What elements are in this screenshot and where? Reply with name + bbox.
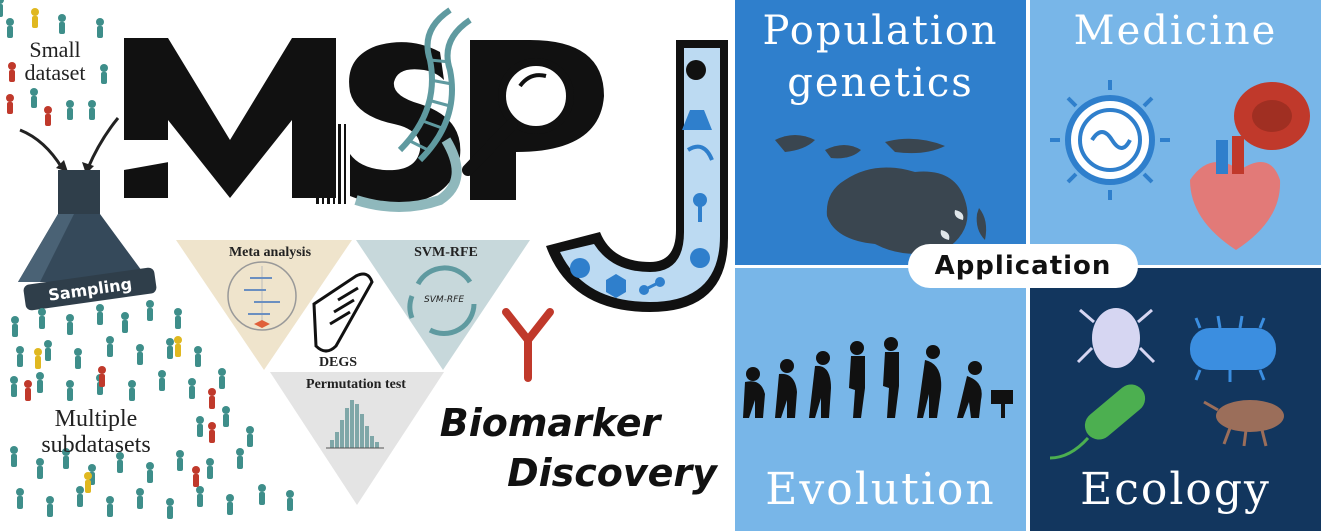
scroll-icon — [312, 272, 374, 353]
highlighted-people-icon — [24, 336, 216, 493]
svm-rfe-label: SVM-RFE — [414, 245, 478, 260]
bacterium-blue-icon — [1190, 328, 1276, 370]
multiple-subdatasets-people-icon — [0, 0, 294, 519]
application-badge: Application — [908, 244, 1138, 288]
meta-analysis-triangle — [176, 240, 352, 370]
mite-icon — [1076, 308, 1156, 368]
histogram-icon — [326, 400, 384, 449]
multiple-subdatasets-label-2: subdatasets — [41, 432, 150, 458]
medicine-panel: Medicine — [1030, 0, 1321, 265]
evolution-panel: Evolution — [735, 268, 1026, 531]
degs-label: DEGS — [319, 355, 357, 370]
small-dataset-label-2: dataset — [24, 60, 85, 85]
arrow-left-icon — [19, 128, 64, 169]
svm-rfe-small-label: SVM-RFE — [424, 295, 464, 305]
arrow-right-icon — [86, 117, 120, 169]
cycle-arrows-icon — [407, 265, 477, 336]
workflow-illustration: Small dataset Sampling Multiple subdatas… — [0, 0, 728, 519]
bacterium-green-icon — [1049, 384, 1146, 460]
small-dataset-label-1: Small — [29, 37, 80, 62]
evolution-silhouettes-icon — [743, 337, 1013, 418]
evolution-title: Evolution — [765, 464, 996, 515]
funnel-icon — [18, 170, 157, 311]
multiple-subdatasets-label-1: Multiple — [55, 406, 138, 432]
antibody-icon — [502, 308, 554, 382]
ecology-panel: Ecology — [1030, 268, 1321, 531]
forest-plot-icon — [227, 261, 297, 331]
mspj-logo-icon — [124, 7, 728, 312]
heart-icon — [1190, 136, 1281, 250]
ecology-title: Ecology — [1080, 464, 1271, 515]
australia-map-icon — [775, 135, 987, 254]
ecology-microbes-icon — [1049, 308, 1284, 460]
springtail-icon — [1203, 400, 1284, 447]
virus-icon — [1050, 80, 1170, 200]
population-genetics-title-1: Population — [762, 8, 999, 54]
application-label: Application — [934, 251, 1112, 281]
medicine-title: Medicine — [1073, 8, 1278, 54]
population-genetics-panel: Population genetics — [735, 0, 1026, 265]
small-dataset-people-icon — [6, 8, 108, 126]
svm-rfe-triangle — [356, 240, 530, 370]
biomarker-label-1: Biomarker — [440, 401, 663, 445]
medicine-icons — [1050, 80, 1310, 250]
population-genetics-title-2: genetics — [787, 60, 974, 106]
permutation-test-label: Permutation test — [306, 377, 406, 392]
meta-analysis-label: Meta analysis — [229, 245, 312, 260]
biomarker-label-2: Discovery — [507, 451, 719, 495]
